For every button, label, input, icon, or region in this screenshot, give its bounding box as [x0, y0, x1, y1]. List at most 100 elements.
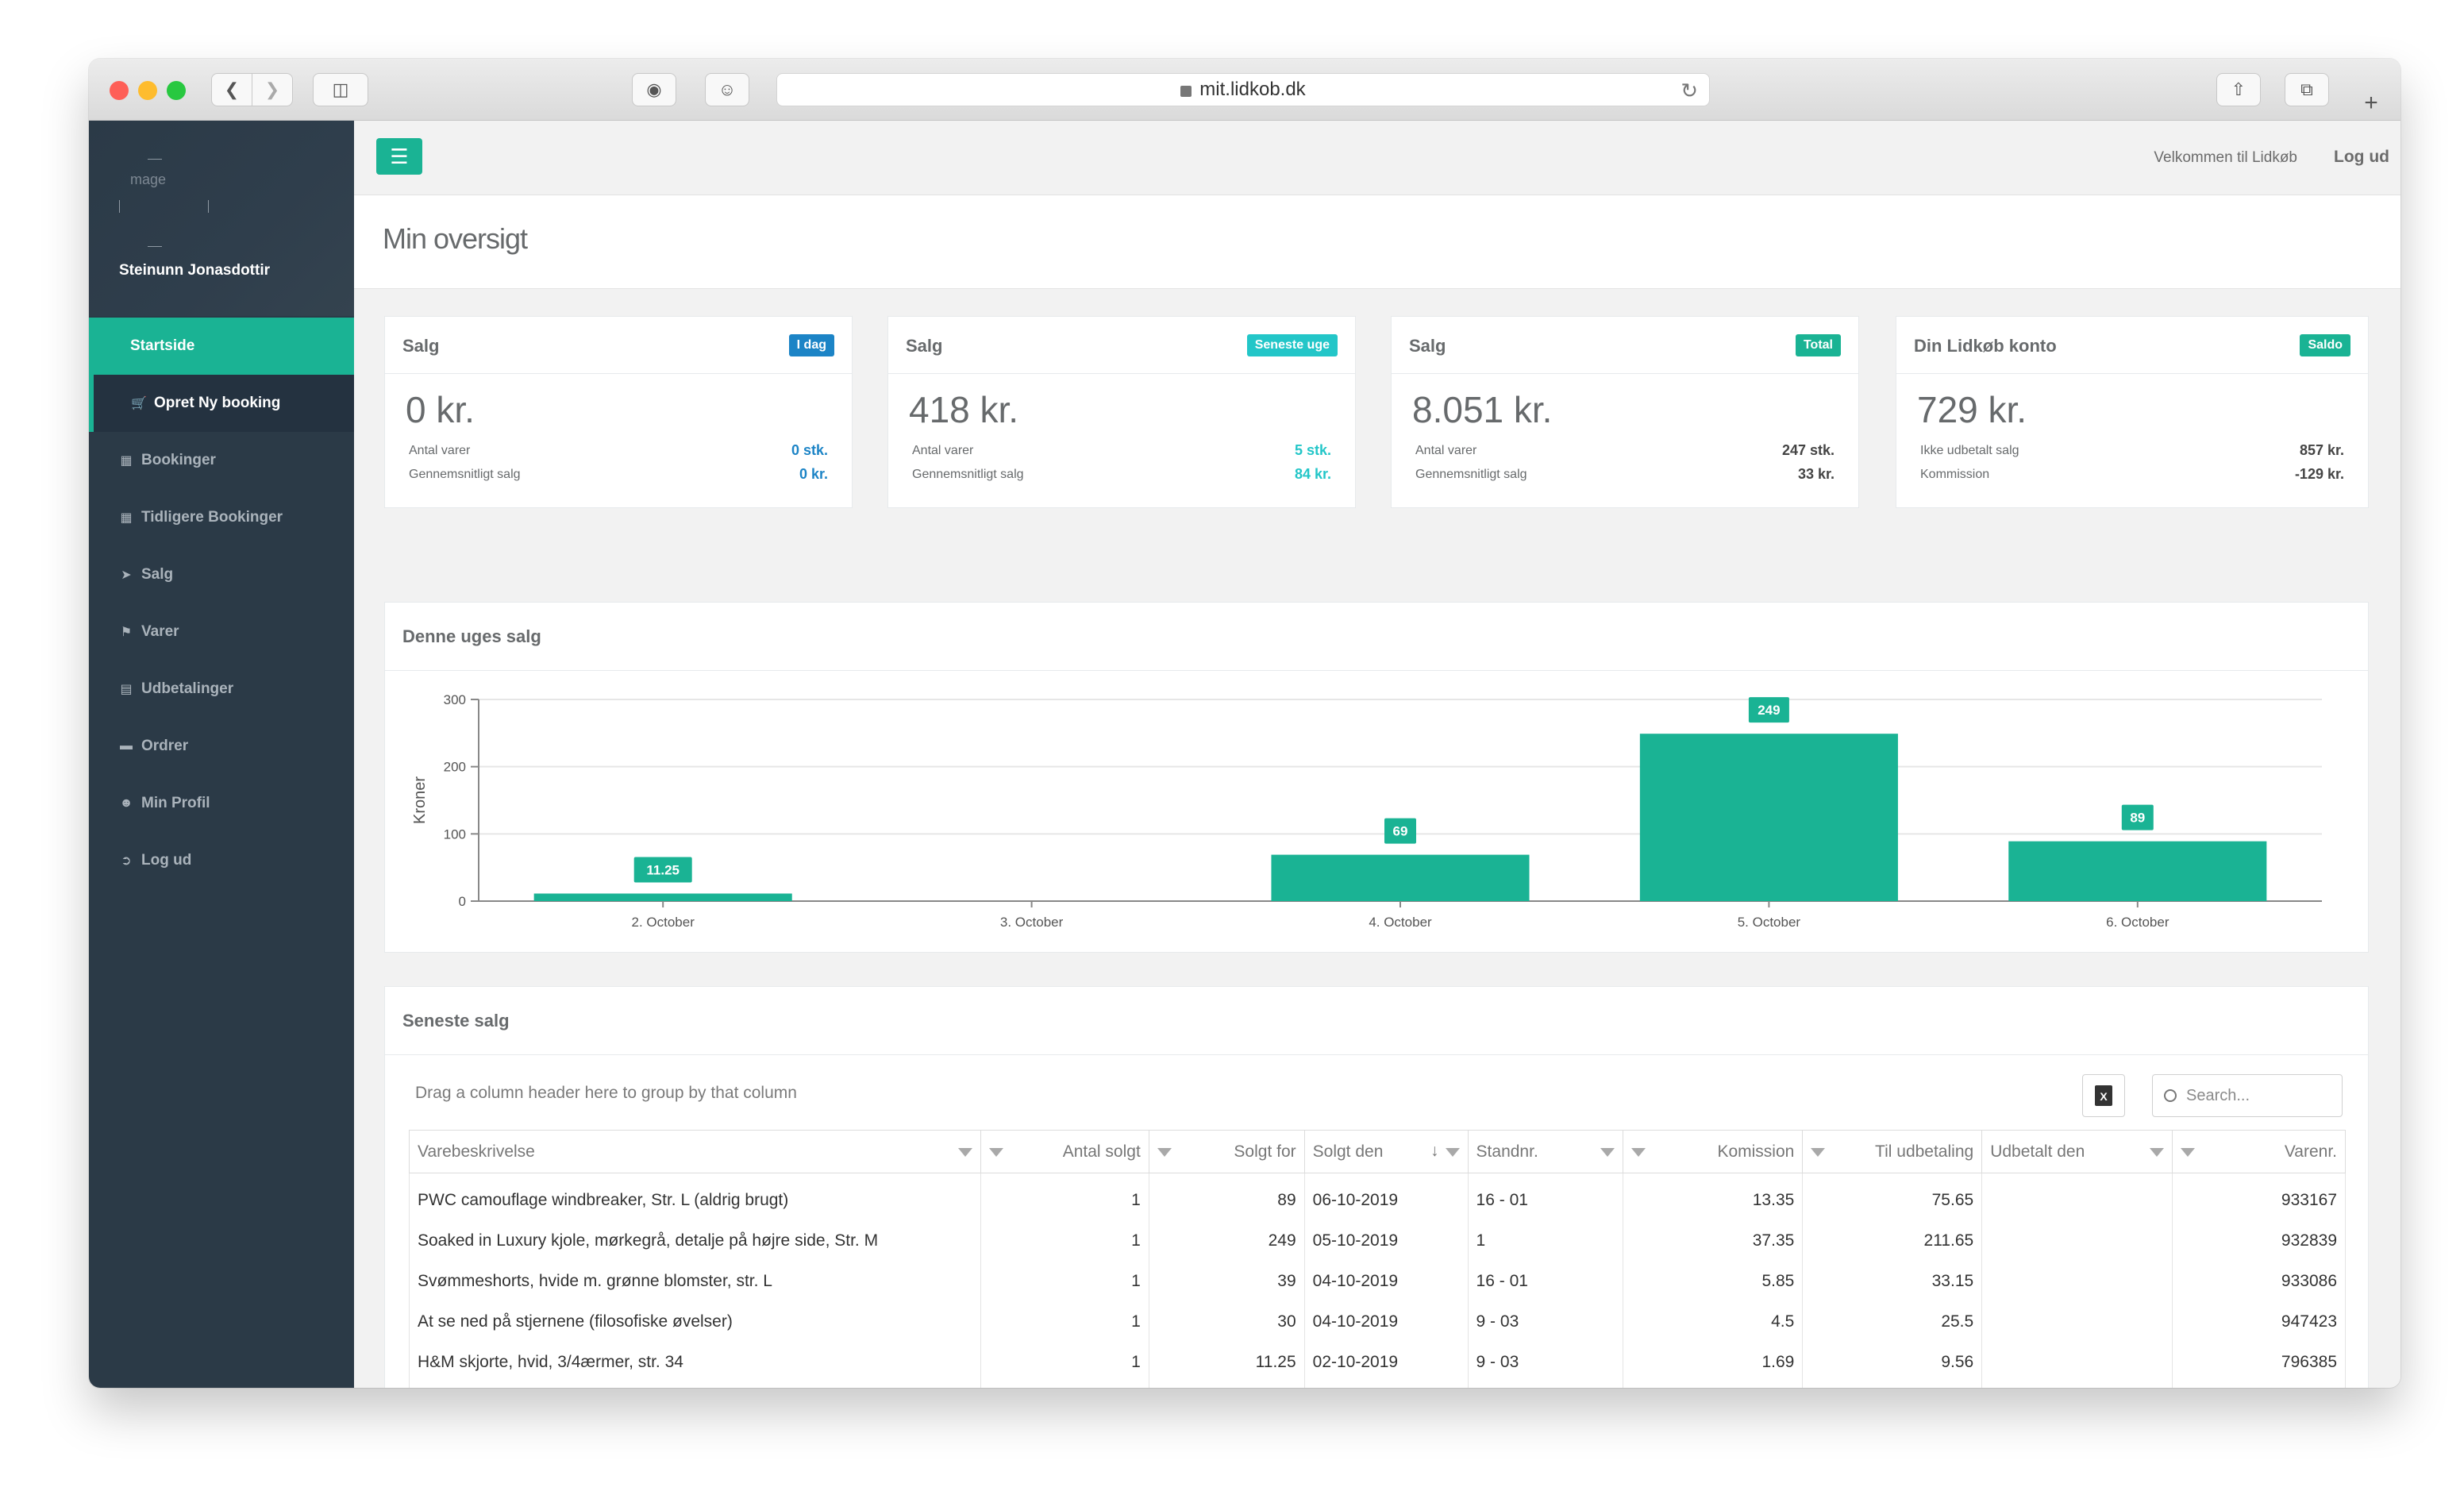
calendar-icon: ▦ [120, 511, 133, 525]
bar [533, 893, 792, 901]
sidebar: mage Steinunn Jonasdottir Startside 🛒 Opr… [89, 121, 354, 1388]
cell-standnr: 16 - 01 [1467, 1261, 1624, 1302]
avatar: mage [119, 159, 209, 247]
filter-icon[interactable] [2181, 1148, 2196, 1157]
x-tick-label: 2. October [632, 915, 695, 930]
share-button[interactable]: ⇧ [2216, 73, 2261, 106]
sidebar-item-startside[interactable]: Startside [89, 318, 354, 375]
forward-button[interactable]: ❯ [252, 73, 293, 106]
export-excel-button[interactable]: X [2082, 1074, 2125, 1117]
data-label-bg [633, 857, 692, 883]
recent-sales-card: Seneste salg Drag a column header here t… [384, 986, 2369, 1388]
main-content: ☰ Velkommen til Lidkøb Log ud Min oversi… [354, 121, 2400, 1388]
col-header-antal-solgt[interactable]: Antal solgt [980, 1130, 1149, 1173]
filter-icon[interactable] [1631, 1148, 1646, 1157]
page-title: Min oversigt [383, 222, 528, 255]
stat-card-week: Salg Seneste uge 418 kr. Antal varer 5 s… [887, 316, 1356, 508]
col-header-varenr[interactable]: Varenr. [2172, 1130, 2346, 1173]
sidebar-item-label: Tidligere Bookinger [141, 509, 283, 526]
weekly-sales-chart: 0 100 200 300 Kroner 2. October 11.25 3. Octobe… [411, 692, 2322, 930]
filter-icon[interactable] [2150, 1148, 2165, 1157]
sidebar-item-label: Log ud [141, 852, 192, 869]
filter-icon[interactable] [1811, 1148, 1826, 1157]
data-label: 69 [1393, 824, 1408, 839]
cell-til-udbetaling: 75.65 [1802, 1173, 1983, 1221]
sort-desc-icon[interactable]: ↓ [1430, 1142, 1439, 1160]
sidebar-item-varer[interactable]: ⚑ Varer [89, 603, 354, 661]
new-tab-button[interactable]: + [2351, 86, 2391, 121]
sidebar-item-label: Salg [141, 566, 174, 583]
card-row1-label: Antal varer [409, 444, 471, 457]
cell-standnr: 1 [1467, 1220, 1624, 1262]
menu-toggle-button[interactable]: ☰ [376, 138, 422, 175]
card-badge: Saldo [2300, 334, 2350, 356]
card-row2-value: 84 kr. [1294, 466, 1331, 482]
filter-icon[interactable] [988, 1148, 1003, 1157]
cell-udbetalt-den [1981, 1301, 2173, 1343]
chart-title: Denne uges salg [402, 626, 541, 646]
address-bar[interactable]: mit.lidkob.dk ↻ [776, 73, 1710, 106]
sidebar-item-label: Min Profil [141, 795, 210, 811]
sidebar-toggle-button[interactable]: ◫ [313, 73, 368, 106]
ghost-icon: ☺ [718, 79, 737, 99]
calendar-icon: ▦ [120, 454, 133, 468]
card-row2-value: 0 kr. [799, 466, 828, 482]
card-row1-value: 5 stk. [1294, 442, 1331, 458]
data-label: 249 [1758, 703, 1780, 718]
col-header-standnr[interactable]: Standnr. [1467, 1130, 1624, 1173]
password-extension-button[interactable]: ◉ [632, 73, 676, 106]
group-panel-hint[interactable]: Drag a column header here to group by th… [415, 1084, 797, 1102]
close-window-button[interactable] [110, 81, 129, 100]
col-header-komission[interactable]: Komission [1623, 1130, 1804, 1173]
card-row1-label: Antal varer [1415, 444, 1477, 457]
table-row[interactable]: Svømmeshorts, hvide m. grønne blomster, … [409, 1261, 2346, 1302]
filter-icon[interactable] [957, 1148, 972, 1157]
cell-antal-solgt: 1 [980, 1342, 1149, 1383]
table-row[interactable]: H&M skjorte, hvid, 3/4ærmer, str. 34 1 11.… [409, 1342, 2346, 1383]
cell-solgt-den: 01-10-2019 [1303, 1382, 1469, 1388]
col-header-solgt-den[interactable]: Solgt den ↓ [1303, 1130, 1469, 1173]
minimize-window-button[interactable] [138, 81, 157, 100]
cell-varebeskrivelse: The complete short stories of William So… [409, 1382, 981, 1388]
ghostery-extension-button[interactable]: ☺ [705, 73, 749, 106]
sidebar-item-udbetalinger[interactable]: ▤ Udbetalinger [89, 661, 354, 718]
sidebar-item-label: Opret Ny booking [154, 395, 281, 411]
filter-icon[interactable] [1600, 1148, 1615, 1157]
search-box[interactable]: Search... [2152, 1074, 2343, 1117]
filter-icon[interactable] [1445, 1148, 1460, 1157]
sidebar-item-log-ud[interactable]: ➲ Log ud [89, 832, 354, 889]
y-axis-label: Kroner [411, 776, 429, 824]
logout-link[interactable]: Log ud [2334, 148, 2389, 166]
reload-icon[interactable]: ↻ [1681, 79, 1698, 102]
table-row[interactable]: PWC camouflage windbreaker, Str. L (aldr… [409, 1173, 2346, 1221]
back-button[interactable]: ❮ [211, 73, 252, 106]
zoom-window-button[interactable] [167, 81, 186, 100]
y-tick-label: 200 [444, 760, 466, 775]
cell-varebeskrivelse: Soaked in Luxury kjole, mørkegrå, detalj… [409, 1220, 981, 1262]
card-title: Salg [906, 336, 943, 356]
sidebar-item-ordrer[interactable]: ▬ Ordrer [89, 718, 354, 775]
tabs-button[interactable]: ⧉ [2285, 73, 2329, 106]
y-tick-label: 100 [444, 826, 466, 842]
sidebar-item-min-profil[interactable]: ☻ Min Profil [89, 775, 354, 832]
sidebar-item-salg[interactable]: ➤ Salg [89, 546, 354, 603]
sidebar-item-tidligere-bookinger[interactable]: ▦ Tidligere Bookinger [89, 489, 354, 546]
col-header-udbetalt-den[interactable]: Udbetalt den [1981, 1130, 2173, 1173]
table-row[interactable]: Soaked in Luxury kjole, mørkegrå, detalj… [409, 1220, 2346, 1262]
card-title: Din Lidkøb konto [1914, 336, 2057, 356]
x-tick-label: 5. October [1738, 915, 1801, 930]
col-header-varebeskrivelse[interactable]: Varebeskrivelse [409, 1130, 981, 1173]
table-row[interactable]: The complete short stories of William So… [409, 1382, 2346, 1388]
sidebar-item-opret-ny-booking[interactable]: 🛒 Opret Ny booking [89, 375, 354, 432]
card-amount: 0 kr. [406, 389, 475, 430]
cell-udbetalt-den [1981, 1342, 2173, 1383]
table-row[interactable]: At se ned på stjernene (filosofiske øvel… [409, 1301, 2346, 1343]
col-header-til-udbetaling[interactable]: Til udbetaling [1802, 1130, 1983, 1173]
card-amount: 729 kr. [1917, 389, 2027, 430]
col-header-solgt-for[interactable]: Solgt for [1148, 1130, 1305, 1173]
cell-varenr: 897688 [2172, 1382, 2346, 1388]
money-icon: ▤ [120, 683, 133, 696]
filter-icon[interactable] [1157, 1148, 1172, 1157]
card-row2-value: 33 kr. [1797, 466, 1835, 482]
sidebar-item-bookinger[interactable]: ▦ Bookinger [89, 432, 354, 489]
